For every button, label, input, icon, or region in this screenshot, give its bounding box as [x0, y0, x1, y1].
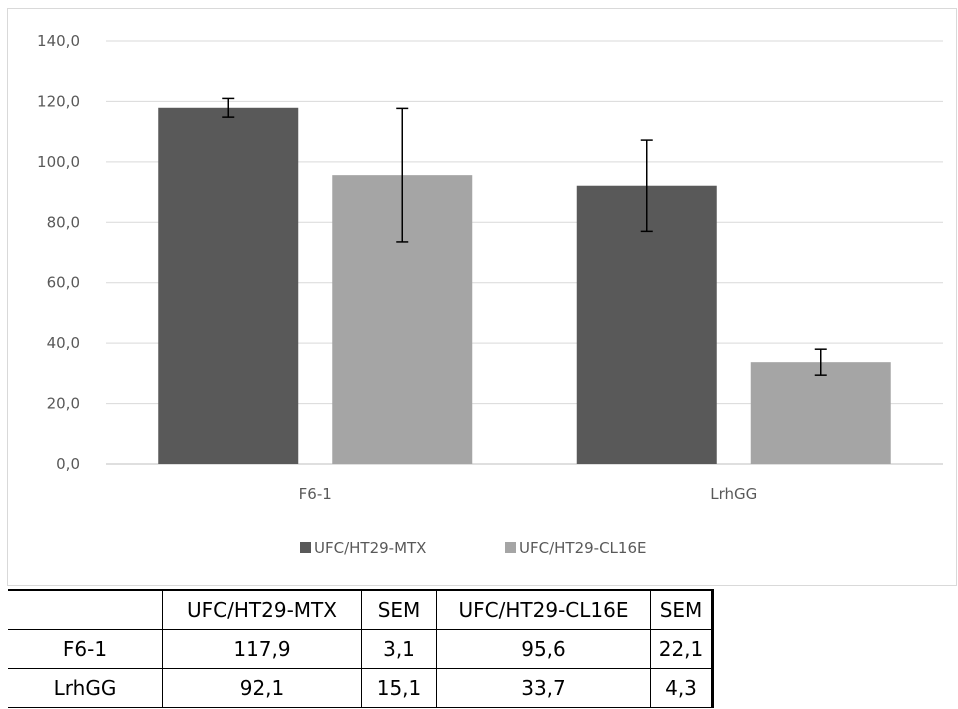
table-cell: F6-1: [8, 629, 163, 669]
y-tick-label: 0,0: [56, 455, 80, 473]
table-cell: LrhGG: [8, 668, 163, 708]
legend-item: UFC/HT29-MTX: [300, 539, 426, 557]
bar: [158, 107, 299, 465]
category-label: LrhGG: [710, 485, 757, 503]
y-tick-label: 20,0: [47, 395, 80, 413]
y-tick-label: 140,0: [37, 32, 80, 50]
y-tick-label: 80,0: [47, 213, 80, 231]
y-tick-label: 100,0: [37, 153, 80, 171]
table-row: LrhGG 92,1 15,1 33,7 4,3: [8, 668, 714, 708]
legend-label: UFC/HT29-CL16E: [519, 539, 646, 557]
table-header-cell: SEM: [650, 589, 714, 630]
legend-label: UFC/HT29-MTX: [314, 539, 426, 557]
error-bar: [396, 107, 409, 243]
table-header-cell: UFC/HT29-CL16E: [436, 589, 651, 630]
error-bar: [222, 97, 235, 118]
bar: [576, 185, 717, 464]
legend: UFC/HT29-MTX UFC/HT29-CL16E: [300, 539, 646, 557]
bar-chart: 0,0 20,0 40,0 60,0 80,0 100,0 120,0 140,0 F6-1 L…: [37, 32, 943, 557]
table-header-cell: UFC/HT29-MTX: [162, 589, 362, 630]
table-cell: 92,1: [162, 668, 362, 708]
table-cell: 3,1: [361, 629, 437, 669]
table-cell: 117,9: [162, 629, 362, 669]
category-label: F6-1: [299, 485, 332, 503]
table-cell: 33,7: [436, 668, 651, 708]
y-tick-label: 40,0: [47, 334, 80, 352]
table-row: F6-1 117,9 3,1 95,6 22,1: [8, 629, 714, 669]
bar: [750, 362, 891, 464]
data-table: UFC/HT29-MTX SEM UFC/HT29-CL16E SEM F6-1…: [8, 589, 714, 708]
table-header-cell: SEM: [361, 589, 437, 630]
chart-area: 0,0 20,0 40,0 60,0 80,0 100,0 120,0 140,0 F6-1 L…: [7, 8, 957, 586]
error-bar: [814, 348, 827, 376]
y-axis-ticks: 0,0 20,0 40,0 60,0 80,0 100,0 120,0 140,0: [37, 32, 80, 473]
table-cell: 15,1: [361, 668, 437, 708]
y-tick-label: 60,0: [47, 274, 80, 292]
bars: [158, 107, 891, 465]
error-bar: [640, 139, 653, 233]
table-cell: 22,1: [650, 629, 714, 669]
legend-swatch: [505, 542, 516, 553]
table-cell: 95,6: [436, 629, 651, 669]
legend-item: UFC/HT29-CL16E: [505, 539, 646, 557]
legend-swatch: [300, 542, 311, 553]
table-header-cell: [8, 589, 163, 630]
y-tick-label: 120,0: [37, 92, 80, 110]
table-header-row: UFC/HT29-MTX SEM UFC/HT29-CL16E SEM: [8, 589, 714, 630]
x-axis-labels: F6-1 LrhGG: [299, 485, 758, 503]
error-bars: [222, 97, 827, 376]
table-cell: 4,3: [650, 668, 714, 708]
